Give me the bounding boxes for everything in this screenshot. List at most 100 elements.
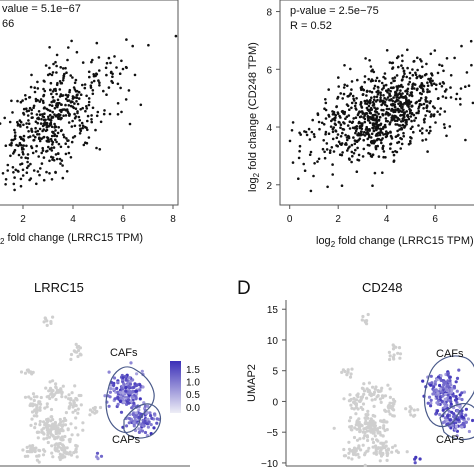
scatter-point bbox=[407, 83, 410, 86]
scatter-point bbox=[397, 65, 400, 69]
umap-cell bbox=[365, 396, 369, 400]
umap-cell bbox=[33, 408, 37, 412]
scatter-point bbox=[90, 118, 93, 121]
umap-cell bbox=[38, 406, 42, 410]
scatter-point bbox=[465, 71, 469, 74]
scatter-point bbox=[444, 96, 448, 100]
panel-bottom-right: D CD248 15 10 5 0 −5 −10 UMAP2 CAFs CAPs bbox=[237, 278, 474, 470]
umap-cell bbox=[33, 449, 37, 453]
scatter-point bbox=[25, 144, 28, 148]
scatter-point bbox=[11, 166, 15, 169]
scatter-point bbox=[362, 138, 366, 142]
scatter-point bbox=[52, 146, 56, 149]
scatter-point bbox=[350, 121, 354, 124]
scatter-point bbox=[425, 62, 428, 66]
scatter-point bbox=[108, 112, 112, 116]
scatter-point bbox=[291, 121, 295, 124]
scatter-point bbox=[312, 174, 315, 178]
y-tick-label: −10 bbox=[261, 459, 278, 470]
scatter-point bbox=[321, 147, 325, 151]
scatter-point bbox=[383, 72, 387, 75]
umap-cell bbox=[386, 447, 390, 451]
scatter-point bbox=[302, 162, 306, 166]
umap-cell bbox=[33, 426, 37, 430]
umap-cell bbox=[70, 391, 74, 395]
umap-cell bbox=[343, 454, 348, 458]
scatter-point bbox=[409, 127, 413, 130]
umap-cell bbox=[354, 423, 358, 427]
scatter-point bbox=[76, 93, 79, 96]
umap-cell bbox=[461, 421, 465, 425]
scatter-point bbox=[395, 150, 399, 154]
scatter-point bbox=[384, 103, 387, 106]
umap-cell bbox=[349, 372, 353, 376]
umap-cell bbox=[37, 448, 41, 452]
scatter-point bbox=[311, 118, 315, 122]
scatter-point bbox=[393, 76, 397, 79]
plot-frame-top-right bbox=[279, 0, 474, 206]
umap-cell bbox=[363, 434, 367, 438]
scatter-point bbox=[354, 148, 357, 152]
umap-cell bbox=[430, 381, 434, 385]
scatter-point bbox=[120, 59, 123, 63]
scatter-point bbox=[353, 142, 357, 146]
y-tick-label: 15 bbox=[267, 305, 279, 316]
scatter-point bbox=[345, 115, 349, 119]
scatter-point bbox=[298, 149, 301, 153]
scatter-point bbox=[43, 106, 46, 109]
umap-cell bbox=[59, 437, 63, 441]
scatter-point bbox=[399, 95, 403, 99]
scatter-point bbox=[32, 138, 36, 142]
scatter-point bbox=[13, 128, 16, 132]
scatter-point bbox=[422, 84, 426, 88]
scatter-point bbox=[65, 137, 68, 140]
umap-cell bbox=[141, 385, 145, 389]
yticks-top-right: 2 4 6 8 bbox=[266, 8, 280, 192]
scatter-point bbox=[364, 112, 368, 115]
scatter-point bbox=[350, 106, 353, 110]
scatter-point bbox=[111, 81, 114, 84]
umap-cell bbox=[452, 394, 456, 398]
scatter-point bbox=[379, 93, 383, 97]
umap-cell bbox=[60, 448, 64, 452]
scatter-point bbox=[76, 111, 79, 115]
scatter-point bbox=[85, 107, 89, 110]
umap-cell bbox=[460, 412, 464, 416]
scatter-point bbox=[19, 177, 23, 181]
scatter-point bbox=[45, 125, 49, 129]
scatter-point bbox=[361, 93, 365, 96]
umap-cell bbox=[75, 345, 79, 349]
scatter-point bbox=[97, 56, 101, 59]
umap-cell bbox=[135, 392, 139, 396]
scatter-point bbox=[103, 109, 106, 112]
scatter-point bbox=[402, 113, 406, 117]
xlabel-rest-top-left: fold change (LRRC15 TPM) bbox=[4, 232, 143, 244]
umap-cell bbox=[98, 405, 103, 410]
umap-cell bbox=[74, 416, 78, 420]
scatter-point bbox=[355, 170, 359, 173]
umap-cell bbox=[115, 386, 119, 390]
umap-cell bbox=[378, 425, 382, 430]
scatter-point bbox=[43, 89, 47, 93]
scatter-point bbox=[341, 109, 345, 113]
scatter-point bbox=[384, 119, 388, 123]
umap-cell bbox=[134, 396, 138, 400]
scatter-point bbox=[55, 157, 59, 161]
scatter-point bbox=[389, 142, 392, 146]
scatter-point bbox=[55, 134, 59, 138]
scatter-point bbox=[316, 160, 319, 163]
scatter-point bbox=[382, 86, 385, 90]
scatter-point bbox=[350, 150, 354, 154]
umap-cell bbox=[388, 387, 392, 391]
umap-cell bbox=[72, 401, 76, 405]
scatter-point bbox=[50, 73, 54, 77]
scatter-point bbox=[440, 85, 444, 88]
scatter-point bbox=[420, 86, 423, 89]
scatter-point bbox=[395, 119, 399, 122]
umap-cell bbox=[439, 378, 443, 382]
umap-cell bbox=[54, 386, 58, 390]
scatter-point bbox=[19, 184, 23, 188]
scatter-point bbox=[28, 106, 32, 110]
scatter-point bbox=[354, 131, 357, 135]
